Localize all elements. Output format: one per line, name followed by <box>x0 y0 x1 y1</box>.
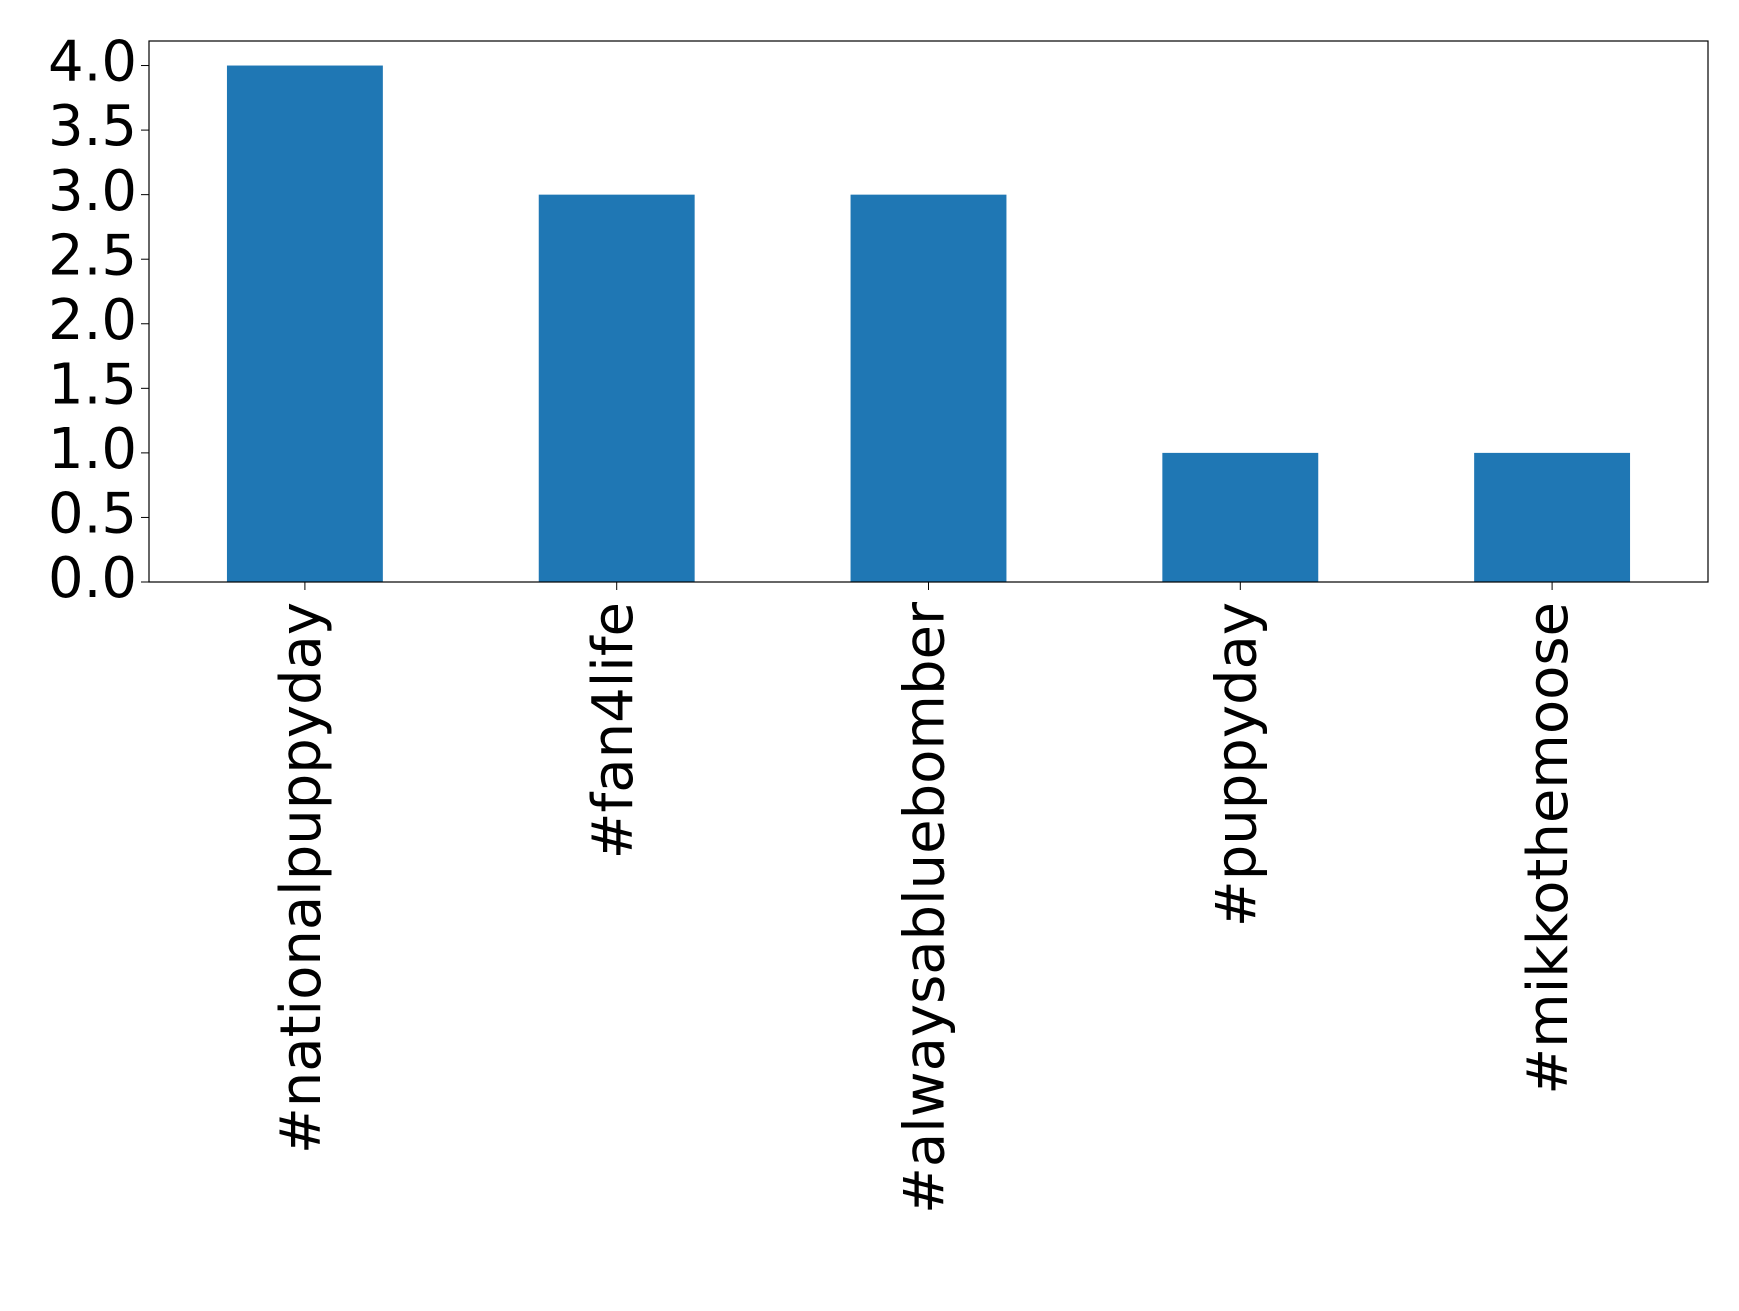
y-tick-label: 0.5 <box>48 482 137 547</box>
x-tick-label: #mikkothemoose <box>1516 602 1581 1095</box>
x-tick-label: #fan4life <box>581 602 646 859</box>
x-tick-label: #nationalpuppyday <box>269 602 334 1154</box>
bar <box>1162 452 1319 582</box>
y-tick-label: 1.5 <box>48 352 137 417</box>
y-tick-label: 2.0 <box>48 288 137 353</box>
y-tick-label: 0.0 <box>48 546 137 611</box>
bar <box>1474 452 1631 582</box>
y-tick-label: 4.0 <box>48 30 137 95</box>
bar <box>226 65 383 582</box>
x-tick-label: #puppyday <box>1204 602 1269 927</box>
y-tick-label: 2.5 <box>48 223 137 288</box>
y-tick-label: 3.5 <box>48 94 137 159</box>
plot-frame <box>148 40 1709 583</box>
y-tick-label: 1.0 <box>48 417 137 482</box>
x-tick-label: #alwaysabluebomber <box>893 601 958 1214</box>
y-tick-label: 3.0 <box>48 159 137 224</box>
bar <box>538 194 695 582</box>
bar <box>850 194 1007 582</box>
